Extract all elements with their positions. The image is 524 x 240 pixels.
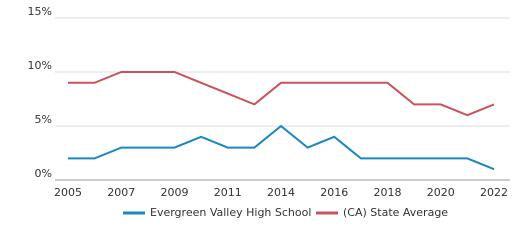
legend-label: Evergreen Valley High School bbox=[150, 206, 311, 219]
x-tick-label: 2018 bbox=[374, 186, 402, 199]
x-tick-label: 2005 bbox=[54, 186, 82, 199]
y-tick-label: 10% bbox=[28, 59, 52, 72]
chart: 0% 5% 10% 15% 2005 2007 2009 2011 2014 2016 2018 20… bbox=[28, 5, 510, 219]
x-tick-label: 2014 bbox=[267, 186, 295, 199]
x-tick-label: 2016 bbox=[320, 186, 348, 199]
line bbox=[68, 71, 495, 117]
y-tick-label: 15% bbox=[28, 5, 52, 18]
legend-label: (CA) State Average bbox=[343, 206, 448, 219]
x-tick-label: 2022 bbox=[480, 186, 508, 199]
x-tick-label: 2009 bbox=[161, 186, 189, 199]
y-tick-label: 5% bbox=[35, 113, 52, 126]
x-tick-label: 2011 bbox=[214, 186, 242, 199]
x-tick-label: 2020 bbox=[427, 186, 455, 199]
x-tick-label: 2007 bbox=[107, 186, 135, 199]
line bbox=[68, 124, 495, 171]
y-tick-label: 0% bbox=[35, 167, 52, 180]
